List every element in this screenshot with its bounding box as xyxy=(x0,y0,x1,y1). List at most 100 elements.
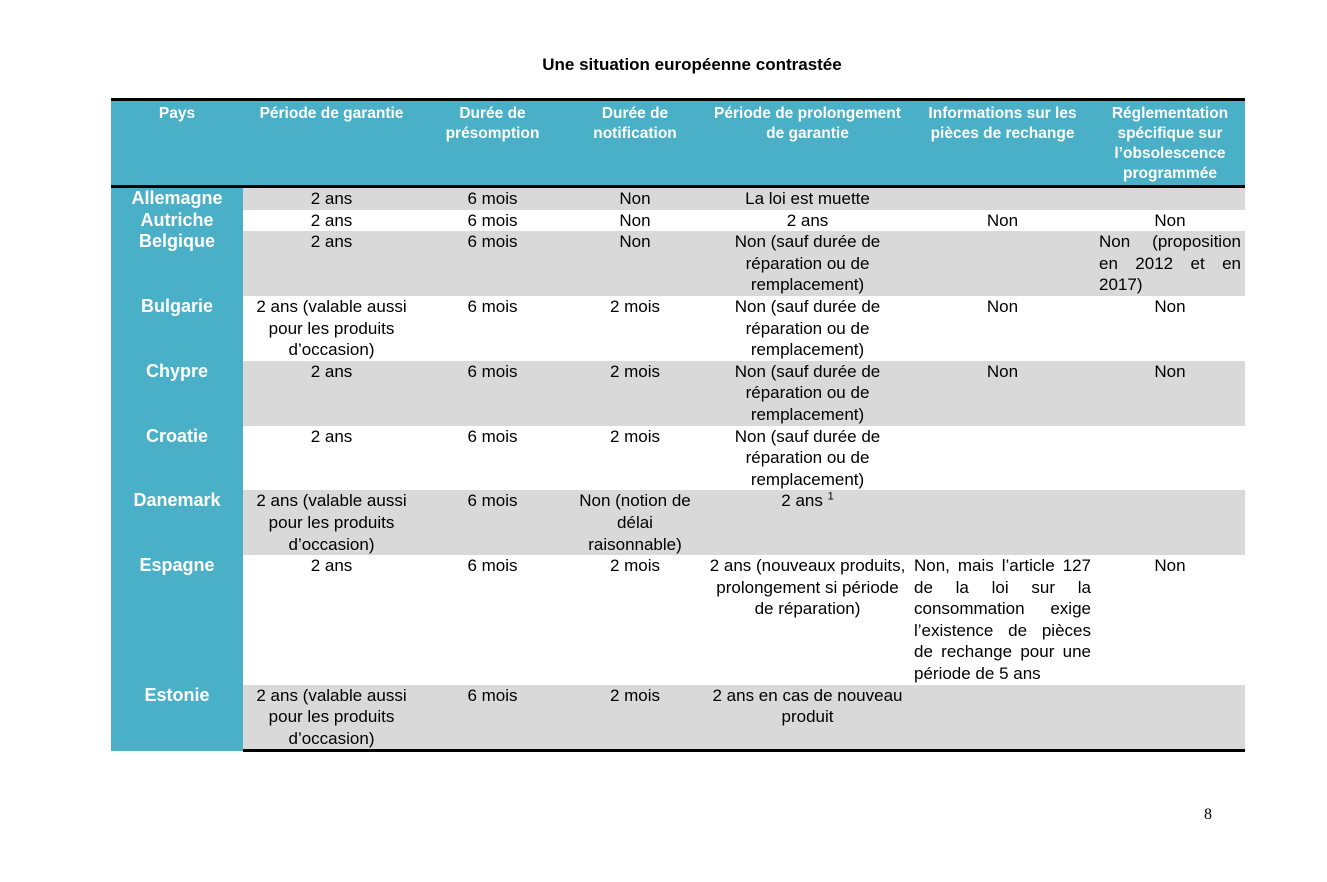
country-cell: Espagne xyxy=(111,555,243,685)
cell-text: Non (sauf durée de réparation ou de remp… xyxy=(734,426,881,489)
presomption-cell: 6 mois xyxy=(420,210,565,232)
cell-text: 2 ans (valable aussi pour les produits d… xyxy=(256,685,407,748)
presomption-cell: 6 mois xyxy=(420,555,565,685)
garantie-cell: 2 ans xyxy=(243,186,420,210)
country-cell: Belgique xyxy=(111,231,243,296)
country-cell: Autriche xyxy=(111,209,243,232)
cell-text: Non (proposition en 2012 et en 2017) xyxy=(1099,232,1241,295)
garantie-cell: 2 ans (valable aussi pour les produits d… xyxy=(243,296,420,361)
cell-text: 2 ans en cas de nouveau produit xyxy=(712,685,903,727)
cell-text: 6 mois xyxy=(467,232,518,252)
prolongement-cell: Non (sauf durée de réparation ou de remp… xyxy=(705,360,910,426)
table-row: Croatie 2 ans 6 mois 2 mois Non (sauf durée … xyxy=(111,425,1245,491)
column-header: Période de prolongement de garantie xyxy=(705,98,910,188)
cell-text: 2 ans xyxy=(786,210,829,230)
pieces-cell: Non, mais l’article 127 de la loi sur la… xyxy=(910,555,1095,685)
cell-text: Non (sauf durée de réparation ou de remp… xyxy=(734,296,881,360)
page-title: Une situation européenne contrastée xyxy=(542,55,842,74)
column-header: Durée de présomption xyxy=(420,98,565,188)
prolongement-cell: 2 ans xyxy=(705,210,910,232)
cell-text: Croatie xyxy=(145,425,208,446)
garantie-cell: 2 ans xyxy=(243,210,420,232)
notification-cell: 2 mois xyxy=(565,684,705,753)
cell-text: Non xyxy=(986,210,1019,230)
cell-text: 2 mois xyxy=(609,296,661,316)
cell-text: Bulgarie xyxy=(140,295,214,316)
presomption-cell: 6 mois xyxy=(420,684,565,753)
presomption-cell: 6 mois xyxy=(420,296,565,361)
notification-cell: Non (notion de délai raisonnable) xyxy=(565,490,705,556)
cell-text: Non xyxy=(986,361,1019,381)
cell-text: 2 ans (nouveaux produits, prolongement s… xyxy=(709,556,906,619)
prolongement-cell: Non (sauf durée de réparation ou de remp… xyxy=(705,296,910,361)
cell-text: 2 ans xyxy=(310,210,353,230)
notification-cell: 2 mois xyxy=(565,426,705,491)
cell-text: Non xyxy=(1154,210,1186,230)
reglementation-cell: Non xyxy=(1095,296,1245,361)
pieces-cell: Non xyxy=(910,360,1095,426)
reglementation-cell xyxy=(1095,426,1245,491)
table-row: Autriche 2 ans 6 mois Non 2 ans Non Non xyxy=(111,209,1245,232)
prolongement-cell: La loi est muette xyxy=(705,186,910,210)
reglementation-cell: Non xyxy=(1095,555,1245,685)
table-row: Bulgarie 2 ans (valable aussi pour les pr… xyxy=(111,295,1245,361)
prolongement-cell: 2 ans en cas de nouveau produit xyxy=(705,684,910,753)
cell-text: 2 ans (valable aussi pour les produits d… xyxy=(256,296,407,360)
reglementation-cell: Non (proposition en 2012 et en 2017) xyxy=(1095,231,1245,296)
garantie-cell: 2 ans xyxy=(243,360,420,426)
cell-text: 2 mois xyxy=(609,426,661,446)
cell-text: Estonie xyxy=(144,684,210,705)
cell-text: Chypre xyxy=(145,360,208,381)
cell-text: Non xyxy=(619,189,651,208)
country-cell: Danemark xyxy=(111,490,243,556)
notification-cell: 2 mois xyxy=(565,360,705,426)
cell-text: 2 ans xyxy=(310,189,353,208)
presomption-cell: 6 mois xyxy=(420,186,565,210)
prolongement-cell: 2 ans (nouveaux produits, prolongement s… xyxy=(705,555,910,685)
notification-cell: 2 mois xyxy=(565,555,705,685)
page-number: 8 xyxy=(1204,806,1212,823)
cell-text: 6 mois xyxy=(467,210,518,230)
country-cell: Estonie xyxy=(111,684,243,751)
notification-cell: Non xyxy=(565,210,705,232)
cell-text: Espagne xyxy=(139,555,215,576)
pieces-cell: Non xyxy=(910,210,1095,232)
cell-text: Danemark xyxy=(133,490,221,511)
column-header: Informations sur les pièces de rechange xyxy=(910,98,1095,188)
cell-text: 2 ans xyxy=(310,556,353,576)
garantie-cell: 2 ans xyxy=(243,231,420,296)
presomption-cell: 6 mois xyxy=(420,231,565,296)
cell-text: Autriche xyxy=(140,209,214,230)
comparison-table: Pays Période de garantie Durée de présompt… xyxy=(111,98,1245,753)
table-row: Chypre 2 ans 6 mois 2 mois Non (sauf durée d… xyxy=(111,360,1245,426)
reglementation-cell xyxy=(1095,490,1245,556)
country-cell: Chypre xyxy=(111,360,243,426)
notification-cell: Non xyxy=(565,231,705,296)
reglementation-cell xyxy=(1095,186,1245,210)
cell-text: 6 mois xyxy=(467,491,518,511)
pieces-cell xyxy=(910,426,1095,491)
column-header: Durée de notification xyxy=(565,98,705,188)
cell-text: 2 ans xyxy=(781,491,823,511)
cell-text: Non xyxy=(1154,361,1186,381)
table-row: Allemagne 2 ans 6 mois Non La loi est muette xyxy=(111,186,1245,210)
country-cell: Allemagne xyxy=(111,186,243,210)
table-header: Pays Période de garantie Durée de présompt… xyxy=(111,98,1245,188)
garantie-cell: 2 ans (valable aussi pour les produits d… xyxy=(243,490,420,556)
cell-text: Non xyxy=(619,210,651,230)
cell-text: Non xyxy=(619,232,651,252)
reglementation-cell: Non xyxy=(1095,210,1245,232)
country-cell: Bulgarie xyxy=(111,295,243,361)
cell-text: 6 mois xyxy=(467,426,518,446)
country-cell: Croatie xyxy=(111,425,243,491)
prolongement-cell: 2 ans 1 xyxy=(705,490,910,556)
cell-text: 2 mois xyxy=(609,685,661,705)
cell-text: Non xyxy=(986,296,1019,316)
cell-text: 2 ans xyxy=(310,232,353,252)
cell-text: Non xyxy=(1154,296,1186,316)
cell-text: La loi est muette xyxy=(745,189,870,208)
cell-text: Belgique xyxy=(138,231,215,252)
pieces-cell xyxy=(910,186,1095,210)
garantie-cell: 2 ans xyxy=(243,555,420,685)
